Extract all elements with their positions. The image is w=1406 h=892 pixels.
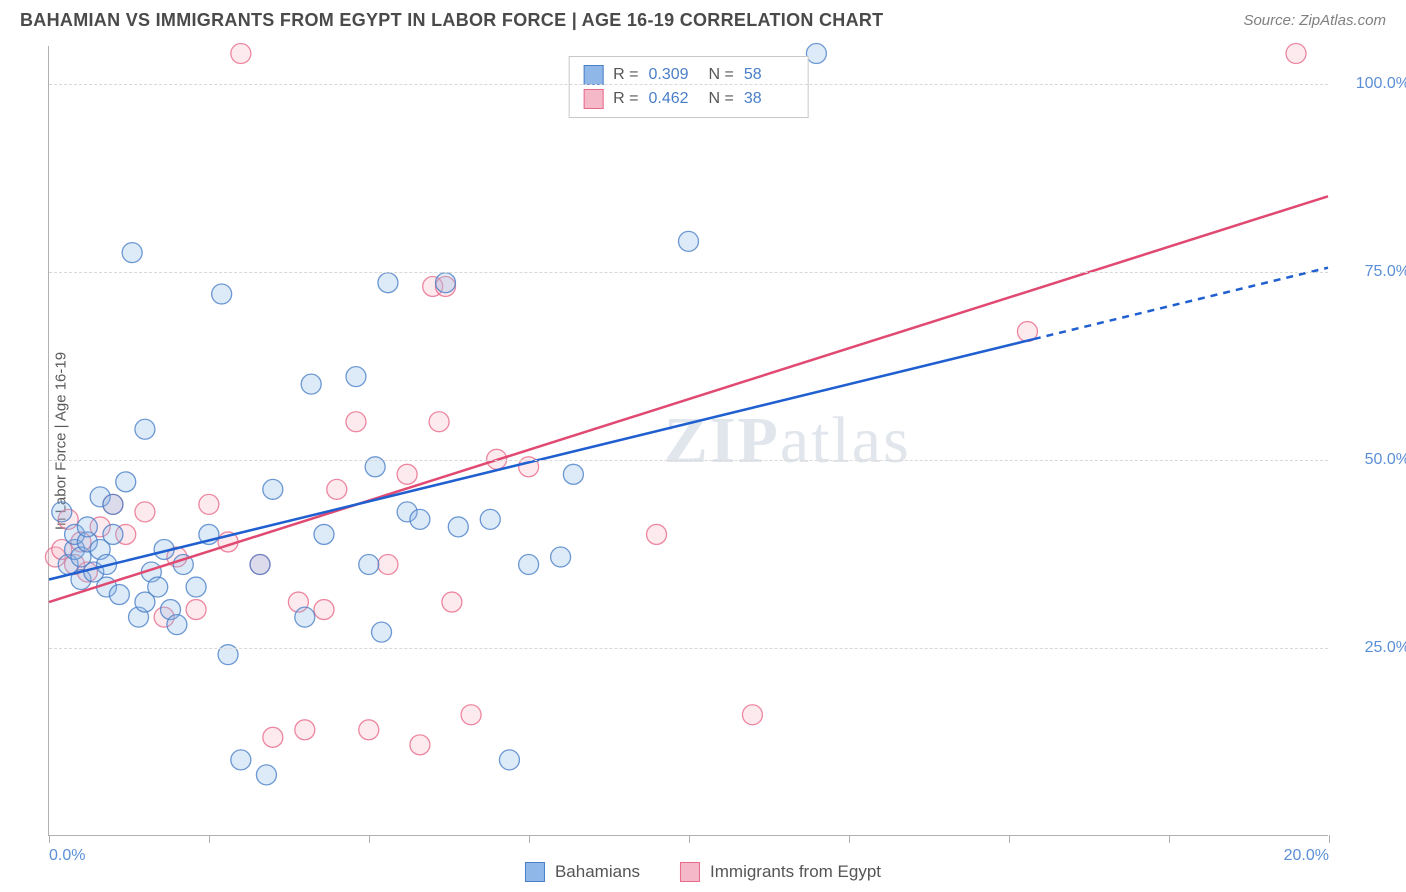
scatter-svg (49, 46, 1328, 835)
bottom-legend: Bahamians Immigrants from Egypt (525, 862, 881, 882)
x-tick (849, 835, 850, 843)
x-tick (529, 835, 530, 843)
y-tick-label: 25.0% (1338, 639, 1406, 657)
x-tick (1329, 835, 1330, 843)
y-tick-label: 75.0% (1338, 263, 1406, 281)
chart-source: Source: ZipAtlas.com (1243, 12, 1386, 29)
x-tick-label: 0.0% (49, 847, 85, 865)
r-value-bahamians: 0.309 (649, 66, 699, 84)
r-value-egypt: 0.462 (649, 90, 699, 108)
stats-legend-box: R = 0.309 N = 58 R = 0.462 N = 38 (568, 56, 809, 118)
x-tick (369, 835, 370, 843)
x-tick (49, 835, 50, 843)
gridline (49, 460, 1328, 461)
gridline (49, 272, 1328, 273)
legend-label-bahamians: Bahamians (555, 862, 640, 882)
chart-title: BAHAMIAN VS IMMIGRANTS FROM EGYPT IN LAB… (20, 10, 883, 31)
n-value-bahamians: 58 (744, 66, 794, 84)
swatch-egypt-icon (583, 89, 603, 109)
x-tick (1009, 835, 1010, 843)
n-label: N = (709, 66, 734, 84)
gridline (49, 84, 1328, 85)
x-tick-label: 20.0% (1284, 847, 1329, 865)
n-label: N = (709, 90, 734, 108)
r-label: R = (613, 66, 638, 84)
swatch-bahamians-icon (583, 65, 603, 85)
n-value-egypt: 38 (744, 90, 794, 108)
x-tick (689, 835, 690, 843)
gridline (49, 648, 1328, 649)
swatch-egypt-icon (680, 862, 700, 882)
legend-item-egypt: Immigrants from Egypt (680, 862, 881, 882)
y-tick-label: 50.0% (1338, 451, 1406, 469)
y-tick-label: 100.0% (1338, 75, 1406, 93)
chart-plot-area: In Labor Force | Age 16-19 ZIPatlas R = … (48, 46, 1328, 836)
x-tick (209, 835, 210, 843)
legend-item-bahamians: Bahamians (525, 862, 640, 882)
x-tick (1169, 835, 1170, 843)
swatch-bahamians-icon (525, 862, 545, 882)
legend-label-egypt: Immigrants from Egypt (710, 862, 881, 882)
stats-row-egypt: R = 0.462 N = 38 (583, 87, 794, 111)
r-label: R = (613, 90, 638, 108)
chart-header: BAHAMIAN VS IMMIGRANTS FROM EGYPT IN LAB… (0, 0, 1406, 37)
